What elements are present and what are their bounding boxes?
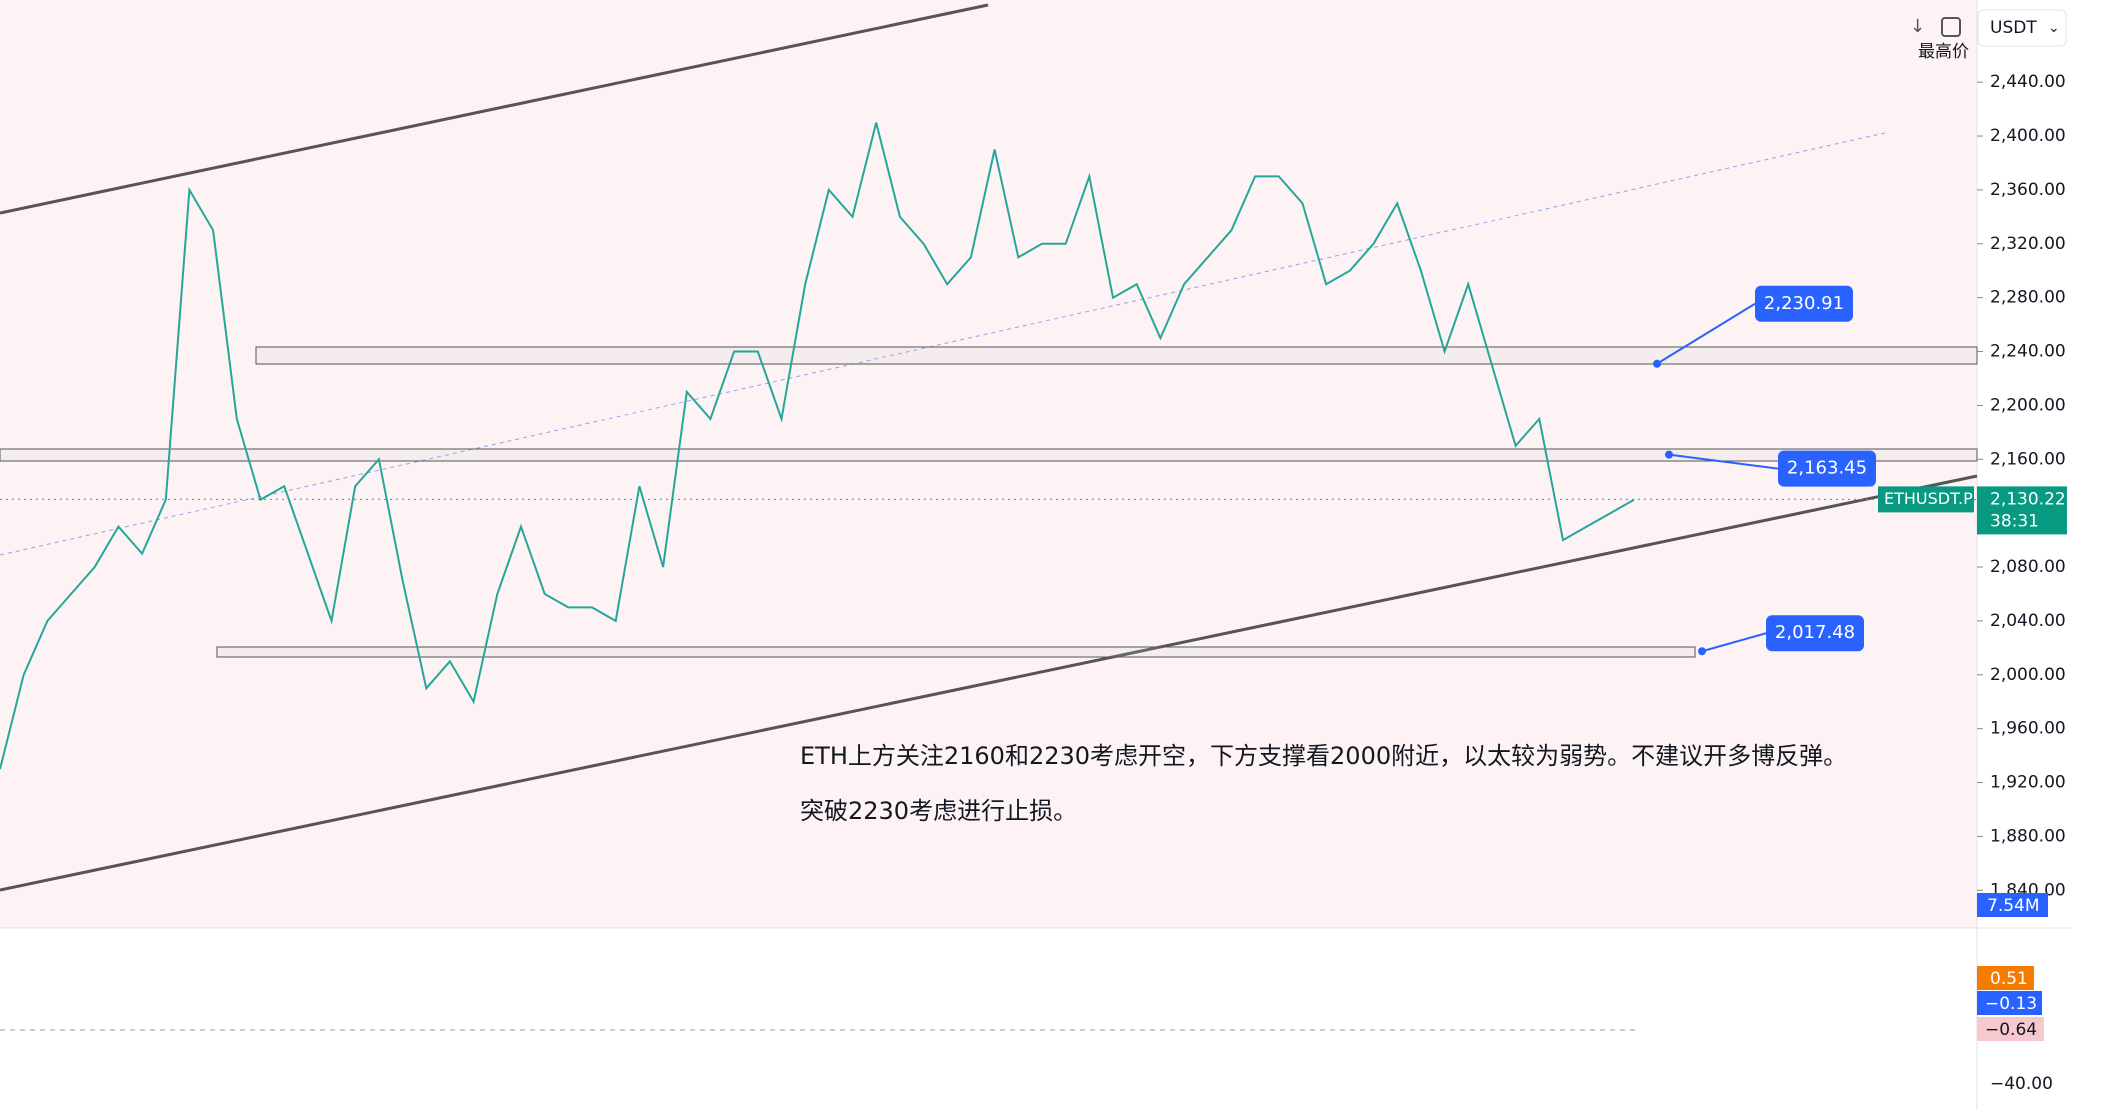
indicator-tag [1977,991,2042,1015]
dotted-trendline [0,132,1886,556]
channel-bottom [0,474,1978,892]
y-tick-label: 2,240.00 [1990,342,2066,362]
annotation-label: 2,163.45 [1787,458,1867,479]
annotation-box [1766,615,1864,652]
note: ETH上方关注2160和2230考虑开空，下方支撑看2000附近，以太较为弱势。… [800,742,1847,770]
annotation-connector [1668,453,1779,470]
volume-label: 7.54M [1987,896,2040,916]
annotation-box [1755,285,1853,322]
y-tick-label: 1,960.00 [1990,719,2066,739]
indicator-label: −40.00 [1990,1074,2053,1094]
annotation-box [1778,450,1876,487]
right-toolbar [2070,0,2109,1110]
y-tick-label: 2,040.00 [1990,611,2066,631]
indicator-tag [1977,1017,2044,1041]
annotation-point [1665,450,1673,459]
y-tick-label: 2,400.00 [1990,126,2066,146]
resistance-zone [0,448,1978,462]
high-label: 最高价 [1918,42,1969,62]
indicator-label: −0.64 [1985,1020,2037,1040]
volume-tag [1977,893,2048,917]
channel-top [0,3,989,215]
y-tick-label: 1,920.00 [1990,773,2066,793]
price-line [0,122,1635,770]
annotation-connector [1656,302,1756,365]
y-tick-label: 2,200.00 [1990,395,2066,415]
annotation-point [1653,359,1661,368]
support-zone [216,646,1696,658]
symbol-label: ETHUSDT.P [1884,489,1973,508]
fullscreen-button[interactable] [1941,17,1961,37]
y-tick-label: 2,280.00 [1990,288,2066,308]
resistance-zone [255,346,1978,365]
plot-background [0,0,1977,928]
price-label: 2,130.22 [1990,489,2066,509]
currency-dropdown[interactable] [1977,9,2067,47]
price-tag [1977,486,2067,535]
y-tick-label: 2,360.00 [1990,180,2066,200]
indicator-label: −0.13 [1985,994,2037,1014]
note: 突破2230考虑进行止损。 [800,797,1077,825]
annotation-label: 2,230.91 [1764,293,1844,314]
annotation-point [1698,647,1706,656]
download-button[interactable]: ↓ [1910,16,1925,37]
indicator-tag [1977,966,2034,990]
y-tick-label: 2,080.00 [1990,557,2066,577]
indicator-label: 0.51 [1990,969,2028,989]
y-tick-label: 2,000.00 [1990,665,2066,685]
annotation-connector [1701,632,1767,653]
symbol-tag [1878,486,1974,513]
y-tick-label: 2,320.00 [1990,234,2066,254]
currency: USDT [1990,18,2037,38]
chart-layer: 2,440.00 2,400.00 2,360.00 2,320.00 2,280.00… [0,72,2067,900]
y-tick-label: 2,440.00 [1990,72,2066,92]
dropdown-arrow: ⌄ [2048,20,2060,36]
y-tick-label: 2,160.00 [1990,449,2066,469]
annotation-label: 2,017.48 [1775,622,1855,643]
y-tick-label: 1,880.00 [1990,826,2066,846]
countdown: 38:31 [1990,511,2039,531]
